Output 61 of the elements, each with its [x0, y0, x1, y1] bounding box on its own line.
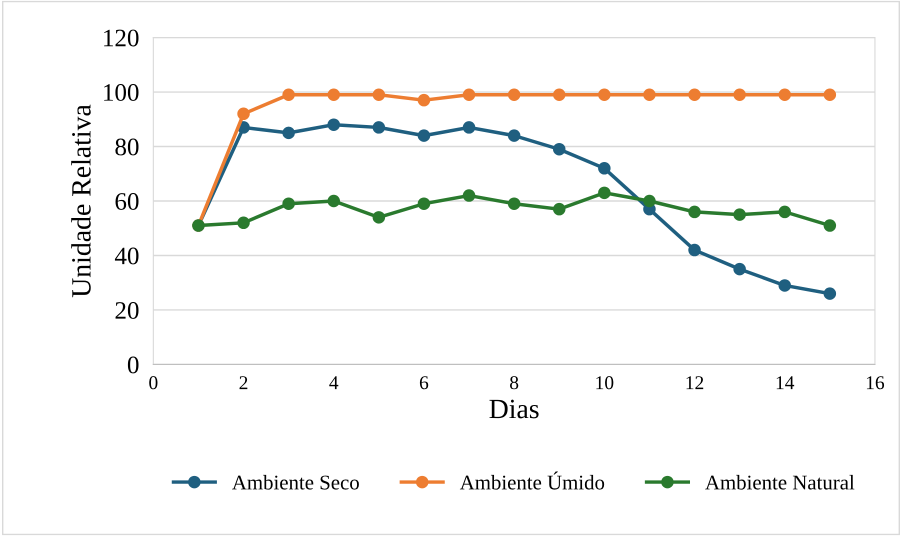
point	[282, 197, 295, 210]
point	[778, 88, 791, 101]
point	[552, 88, 566, 101]
point	[462, 121, 476, 134]
point	[643, 88, 656, 101]
y-tick-label: 0	[128, 356, 138, 374]
point	[237, 216, 250, 230]
x-tick-label: 10	[596, 376, 614, 390]
legend-label: Ambiente Úmido	[460, 472, 604, 490]
legend-label: Ambiente Natural	[705, 474, 854, 490]
y-tick-label: 100	[104, 84, 138, 101]
point	[824, 219, 836, 232]
point	[778, 206, 791, 218]
point	[418, 197, 430, 210]
x-tick-label: 2	[240, 376, 248, 390]
y-tick-label: 80	[115, 138, 138, 156]
x-tick-label: 4	[329, 376, 338, 390]
y-tick-label: 20	[116, 302, 138, 319]
x-tick-label: 0	[149, 376, 158, 390]
point	[733, 208, 746, 221]
x-tick-label: 16	[866, 376, 884, 390]
y-axis-title: Unidade Relativa	[71, 104, 91, 298]
legend-label: Ambiente Seco	[232, 474, 359, 490]
point	[688, 206, 701, 218]
x-tick-label: 14	[776, 376, 794, 390]
point	[327, 88, 340, 101]
point	[598, 186, 611, 200]
point	[508, 197, 520, 210]
point	[598, 88, 611, 101]
point	[372, 88, 386, 101]
point	[418, 94, 430, 106]
point	[688, 88, 701, 101]
point	[552, 202, 566, 216]
point	[508, 129, 520, 142]
point	[372, 121, 386, 134]
point	[327, 194, 340, 208]
point	[824, 287, 836, 300]
point	[688, 244, 701, 256]
point	[418, 129, 430, 142]
point	[824, 88, 836, 101]
point	[372, 211, 386, 224]
point	[282, 126, 295, 140]
y-tick-label: 60	[116, 193, 138, 210]
point	[282, 88, 295, 101]
point	[598, 162, 611, 175]
point	[552, 142, 566, 156]
point	[462, 189, 476, 202]
point	[237, 108, 250, 120]
point	[733, 262, 746, 276]
y-tick-label: 40	[114, 248, 138, 264]
point	[733, 88, 746, 101]
point	[508, 88, 520, 101]
x-tick-label: 6	[420, 376, 428, 390]
x-axis-title: Dias	[489, 400, 539, 418]
x-tick-label: 12	[686, 376, 704, 390]
y-tick-label: 120	[104, 30, 138, 46]
point	[778, 279, 791, 292]
x-tick-label: 8	[510, 376, 518, 390]
point	[327, 118, 340, 131]
point	[462, 88, 476, 101]
point	[643, 194, 656, 208]
